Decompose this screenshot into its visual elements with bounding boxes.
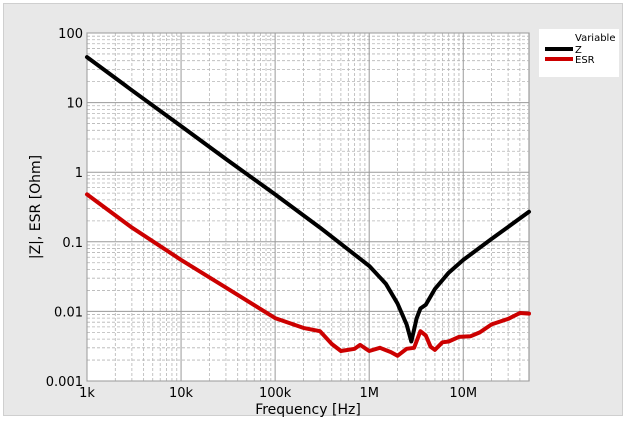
x-tick-label: 10k <box>169 386 194 401</box>
y-tick-label: 1 <box>75 166 83 181</box>
legend: Variable Z ESR <box>539 29 619 77</box>
x-tick-label: 100k <box>259 386 292 401</box>
chart-svg: 1k 10k 100k 1M 10M 0.001 0.01 0.1 1 10 100 Freque… <box>28 27 619 417</box>
legend-label-z: Z <box>575 45 582 56</box>
y-tick-label: 100 <box>58 27 83 42</box>
x-tick-label: 1M <box>359 386 379 401</box>
series-line-esr <box>85 192 531 358</box>
chart-frame: 1k 10k 100k 1M 10M 0.001 0.01 0.1 1 10 100 Freque… <box>3 3 623 417</box>
y-axis-title: |Z|, ESR [Ohm] <box>28 155 44 259</box>
y-tick-label: 0.001 <box>46 375 83 390</box>
x-tick-label: 1k <box>79 386 95 401</box>
major-grid <box>86 32 529 382</box>
legend-label-esr: ESR <box>575 55 595 66</box>
y-tick-label: 10 <box>66 97 83 112</box>
x-tick-labels: 1k 10k 100k 1M 10M <box>79 386 477 401</box>
minor-grid-y <box>87 35 529 361</box>
plot-area <box>86 32 530 382</box>
series-layer <box>85 55 531 358</box>
legend-box <box>539 29 619 77</box>
y-tick-labels: 0.001 0.01 0.1 1 10 100 <box>46 27 83 390</box>
series-line-z <box>85 55 531 344</box>
legend-title: Variable <box>575 33 616 44</box>
y-tick-label: 0.1 <box>62 236 83 251</box>
y-tick-label: 0.01 <box>54 305 83 320</box>
x-tick-label: 10M <box>449 386 477 401</box>
x-axis-title: Frequency [Hz] <box>255 402 361 417</box>
